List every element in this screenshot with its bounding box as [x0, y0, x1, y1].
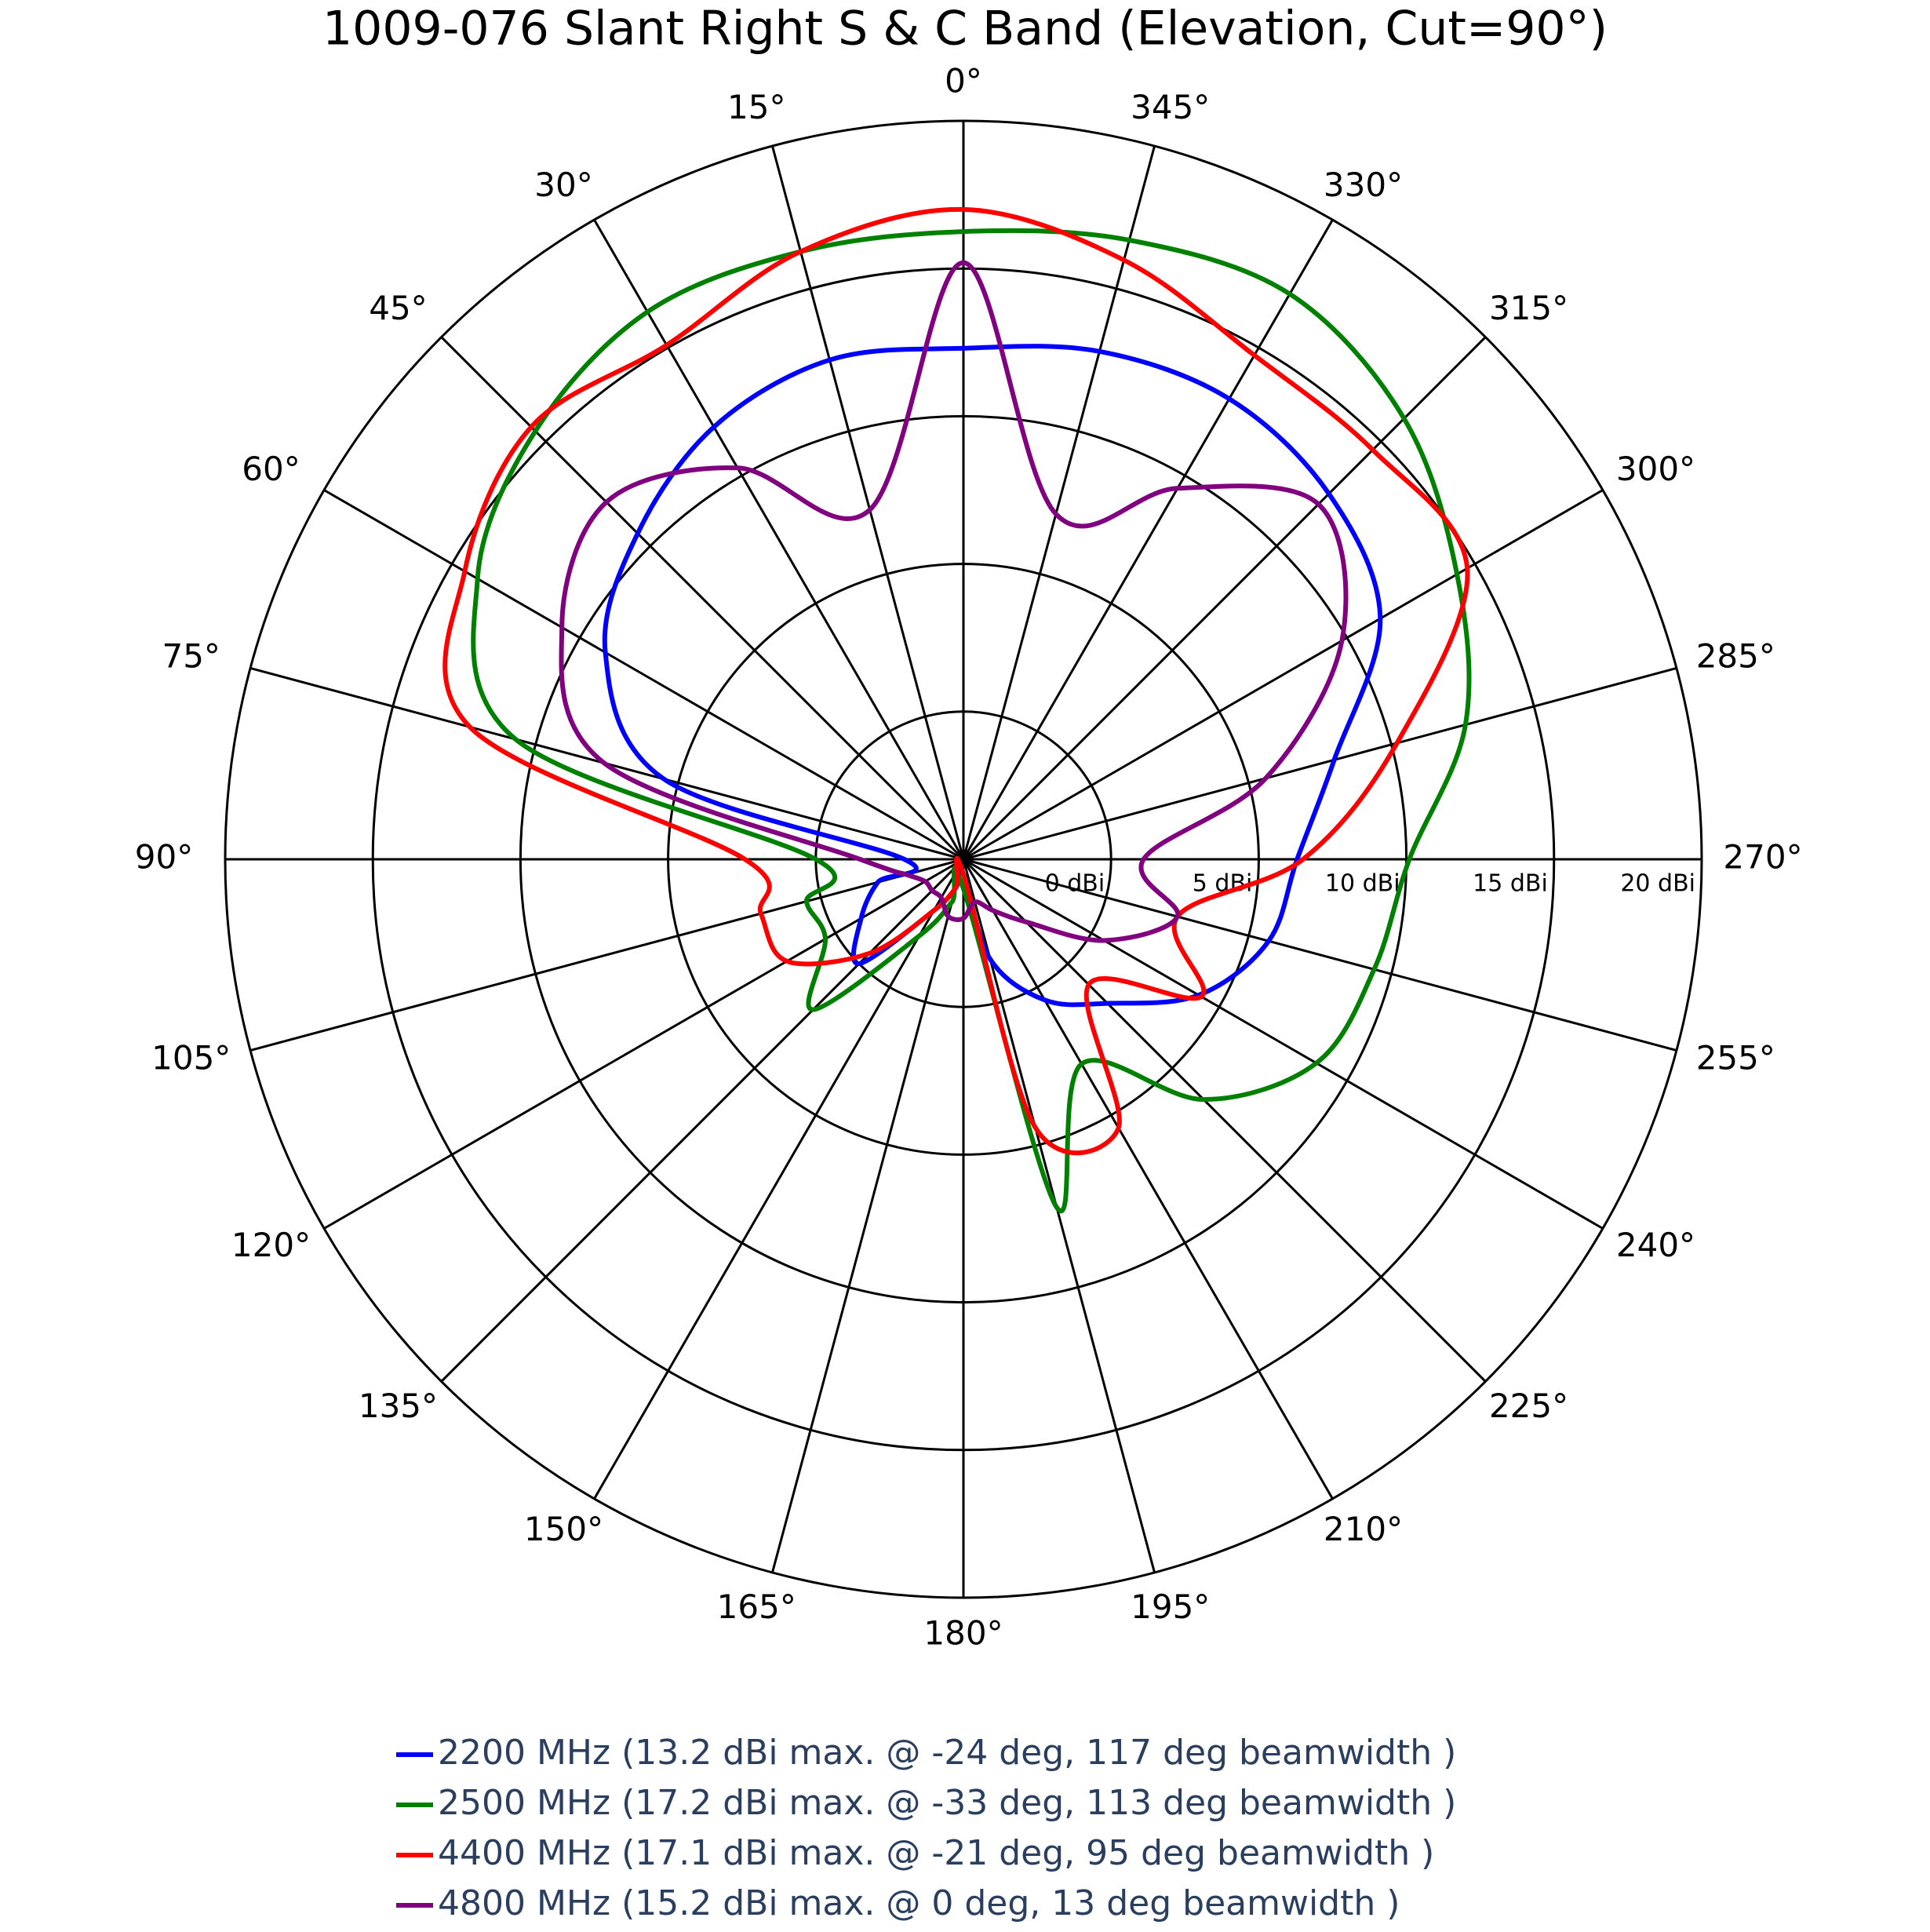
theta-tick-label: 90° [135, 838, 193, 877]
theta-tick-label: 135° [359, 1387, 438, 1425]
theta-tick-label: 225° [1489, 1387, 1568, 1425]
grid-spoke [962, 858, 1156, 1573]
legend-label: 2200 MHz (13.2 dBi max. @ -24 deg, 117 d… [438, 1733, 1456, 1773]
grid-spoke [771, 145, 965, 860]
theta-tick-label: 210° [1324, 1510, 1403, 1548]
grid-spoke [963, 858, 1677, 1052]
grid-spoke [962, 219, 1334, 860]
series-line [559, 260, 1349, 943]
grid-spoke [771, 858, 965, 1573]
series-line [442, 206, 1470, 1156]
grid-spoke [323, 858, 964, 1230]
theta-tick-label: 120° [231, 1226, 311, 1264]
grid-spoke [962, 336, 1487, 861]
theta-tick-label: 270° [1723, 838, 1802, 877]
legend-label: 4400 MHz (17.1 dBi max. @ -21 deg, 95 de… [438, 1833, 1434, 1873]
grid-spoke [440, 336, 965, 861]
r-tick-label: 15 dBi [1473, 870, 1548, 898]
theta-tick-label: 0° [945, 62, 982, 100]
theta-tick-label: 105° [151, 1038, 231, 1077]
theta-tick-label: 300° [1616, 450, 1695, 488]
theta-tick-label: 330° [1324, 166, 1403, 204]
legend-label: 4800 MHz (15.2 dBi max. @ 0 deg, 13 deg … [438, 1883, 1400, 1923]
grid-spoke [962, 145, 1156, 860]
grid-spoke [963, 489, 1604, 861]
theta-tick-label: 180° [923, 1614, 1003, 1653]
theta-tick-label: 75° [162, 637, 220, 676]
theta-tick-label: 15° [727, 88, 785, 126]
theta-tick-label: 150° [524, 1510, 603, 1548]
grid-spoke [249, 858, 964, 1052]
theta-tick-label: 45° [369, 289, 427, 327]
r-tick-label: 20 dBi [1620, 870, 1695, 898]
grid-spoke [323, 489, 964, 861]
r-tick-label: 10 dBi [1325, 870, 1400, 898]
series-line [602, 344, 1383, 1008]
theta-tick-label: 30° [534, 166, 592, 204]
grid-spoke [963, 858, 1604, 1230]
chart-title: 1009-076 Slant Right S & C Band (Elevati… [322, 2, 1608, 57]
theta-tick-label: 165° [717, 1588, 796, 1626]
grid-spoke [593, 219, 965, 860]
grid-spoke [963, 667, 1677, 861]
grid-spoke [440, 858, 965, 1383]
theta-tick-label: 240° [1616, 1226, 1695, 1264]
legend-label: 2500 MHz (17.2 dBi max. @ -33 deg, 113 d… [438, 1783, 1456, 1823]
theta-tick-label: 255° [1696, 1038, 1775, 1077]
grid-spoke [593, 858, 965, 1500]
theta-tick-label: 60° [242, 450, 300, 488]
theta-tick-label: 315° [1489, 289, 1568, 327]
theta-tick-label: 285° [1696, 637, 1775, 676]
grid-spoke [962, 858, 1334, 1500]
theta-tick-label: 345° [1131, 88, 1210, 126]
theta-tick-label: 195° [1131, 1588, 1210, 1626]
grid-spoke [962, 858, 1487, 1383]
